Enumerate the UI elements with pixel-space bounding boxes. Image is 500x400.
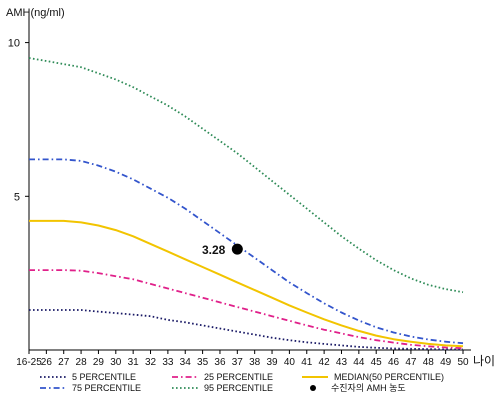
series-line-3 (29, 219, 464, 348)
x-tick-label: 49 (440, 357, 452, 368)
legend-label-3: MEDIAN(50 PERCENTILE) (334, 372, 444, 382)
series-line-4 (29, 158, 464, 345)
legend-marker-swatch (310, 385, 316, 391)
x-tick-label: 44 (353, 357, 365, 368)
legend: 5 PERCENTILE 25 PERCENTILE MEDIAN(50 PERCE… (40, 372, 444, 393)
x-tick-label: 35 (197, 357, 209, 368)
x-tick-label: 32 (145, 357, 157, 368)
x-tick-label: 50 (457, 357, 469, 368)
axes: AMH(ng/ml) 5 10 16-25 26 27 28 29 30 31 32 33 34 35 36… (6, 7, 495, 368)
legend-label-5: 95 PERCENTILE (204, 383, 273, 393)
x-tick-label: 16-25 (16, 357, 42, 368)
series-line-5 (28, 57, 464, 294)
x-tick-label: 47 (405, 357, 417, 368)
legend-label-4: 75 PERCENTILE (72, 383, 141, 393)
x-tick-label: 46 (388, 357, 400, 368)
x-tick-label: 28 (76, 357, 88, 368)
x-tick-label: 42 (319, 357, 331, 368)
y-axis-label: AMH(ng/ml) (6, 7, 65, 19)
y-tick-label: 5 (14, 191, 20, 203)
series-layer (28, 57, 464, 351)
series-line-1 (29, 309, 463, 351)
x-tick-label: 26 (41, 357, 53, 368)
x-tick-label: 45 (371, 357, 383, 368)
x-tick-label: 27 (58, 357, 70, 368)
x-tick-label: 40 (284, 357, 296, 368)
y-tick-label: 10 (8, 38, 20, 50)
x-tick-label: 29 (93, 357, 105, 368)
x-tick-label: 48 (423, 357, 435, 368)
x-axis-label: 나이 (473, 354, 495, 368)
x-tick-label: 37 (232, 357, 244, 368)
legend-label-1: 5 PERCENTILE (72, 372, 136, 382)
amh-marker-label: 3.28 (202, 243, 226, 257)
x-tick-label: 30 (110, 357, 122, 368)
legend-marker-label: 수진자의 AMH 농도 (331, 383, 406, 393)
amh-marker-point (231, 243, 243, 255)
legend-label-2: 25 PERCENTILE (204, 372, 273, 382)
series-line-2 (29, 269, 464, 350)
x-tick-label: 36 (214, 357, 226, 368)
x-tick-label: 43 (336, 357, 348, 368)
x-tick-label: 31 (128, 357, 140, 368)
x-tick-label: 39 (266, 357, 278, 368)
x-tick-label: 38 (249, 357, 261, 368)
x-tick-label: 41 (301, 357, 313, 368)
x-tick-label: 33 (162, 357, 174, 368)
x-tick-label: 34 (180, 357, 192, 368)
marker-layer: 3.28 (202, 243, 243, 257)
